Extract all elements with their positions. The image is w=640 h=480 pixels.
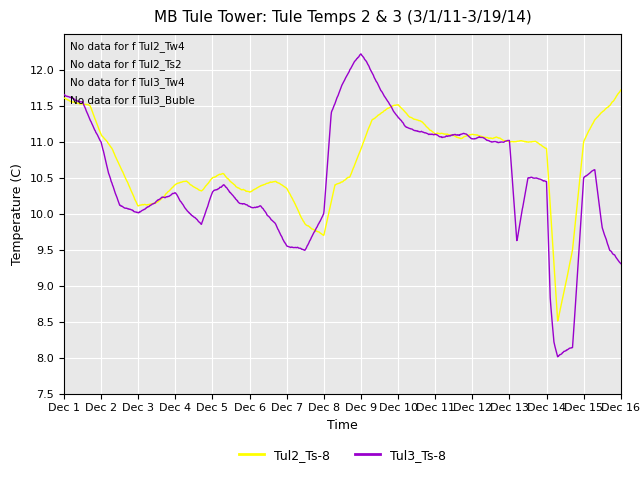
Text: No data for f Tul3_Tw4: No data for f Tul3_Tw4 (70, 77, 184, 88)
Y-axis label: Temperature (C): Temperature (C) (11, 163, 24, 264)
Title: MB Tule Tower: Tule Temps 2 & 3 (3/1/11-3/19/14): MB Tule Tower: Tule Temps 2 & 3 (3/1/11-… (154, 11, 531, 25)
Text: No data for f Tul2_Ts2: No data for f Tul2_Ts2 (70, 59, 181, 70)
Text: No data for f Tul2_Tw4: No data for f Tul2_Tw4 (70, 41, 184, 52)
X-axis label: Time: Time (327, 419, 358, 432)
Text: No data for f Tul3_Buble: No data for f Tul3_Buble (70, 95, 195, 106)
Legend: Tul2_Ts-8, Tul3_Ts-8: Tul2_Ts-8, Tul3_Ts-8 (234, 444, 451, 467)
